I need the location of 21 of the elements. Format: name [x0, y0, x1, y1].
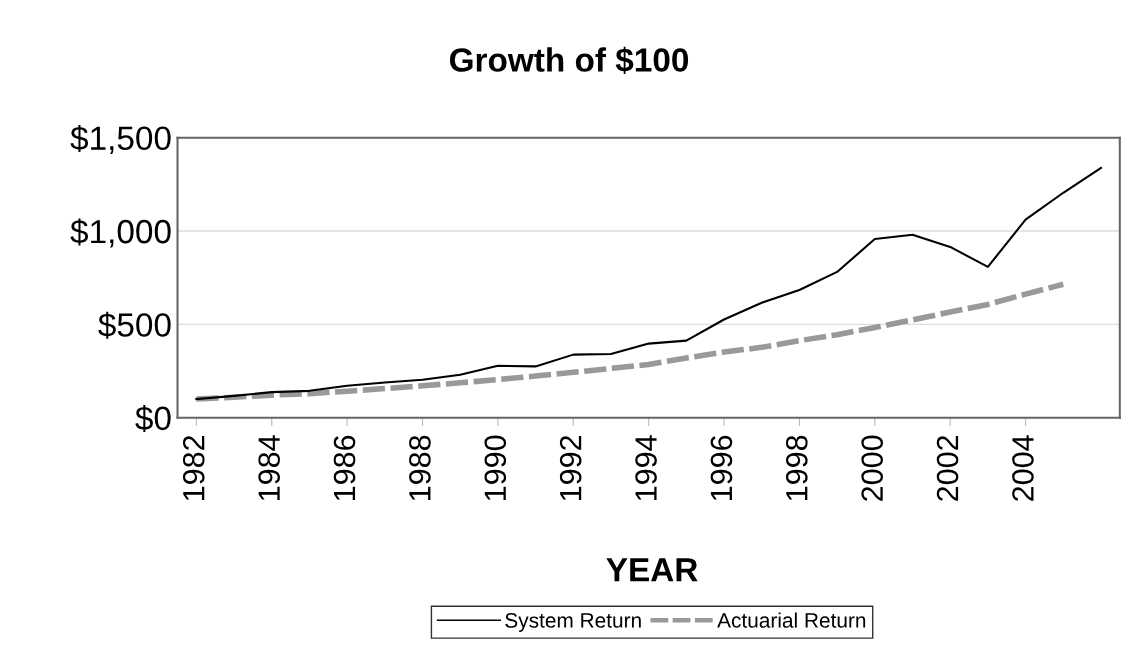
legend-label: System Return: [505, 613, 641, 632]
y-tick-label: $0: [135, 405, 171, 433]
x-tick-label: 1986: [333, 435, 356, 501]
legend-label: Actuarial Return: [717, 612, 866, 628]
x-tick-label: 2002: [936, 435, 959, 501]
x-tick-label: 1996: [710, 435, 733, 501]
x-tick-label: 1984: [258, 435, 280, 501]
x-tick-label: 1992: [559, 435, 582, 501]
x-tick-label: 1998: [785, 435, 808, 501]
line-series: [195, 166, 1102, 401]
x-tick-label: 2004: [1012, 435, 1034, 501]
y-tick-label: $1,500: [70, 125, 171, 155]
x-tick-label: 1988: [409, 435, 431, 501]
x-axis-title: YEAR: [606, 558, 698, 582]
x-tick-label: 1982: [182, 435, 205, 501]
chart-title: Growth of $100: [449, 46, 689, 74]
x-tick-label: 1990: [484, 435, 507, 501]
y-tick-label: $1,000: [70, 218, 171, 248]
y-tick-label: $500: [98, 311, 171, 339]
x-tick-label: 2000: [861, 435, 884, 501]
x-tick-label: 1994: [635, 435, 657, 501]
